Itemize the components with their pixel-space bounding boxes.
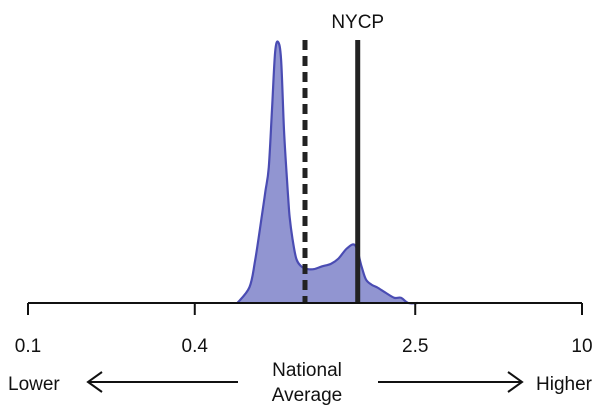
national-average-label-line2: Average xyxy=(272,385,342,406)
lower-label: Lower xyxy=(8,374,60,395)
national-average-label-line1: National xyxy=(272,360,342,381)
x-tick-label-0: 0.1 xyxy=(15,336,41,357)
higher-arrow xyxy=(378,371,524,393)
x-tick-label-1: 0.4 xyxy=(182,336,209,357)
x-tick-label-3: 10 xyxy=(571,336,592,357)
lower-arrow xyxy=(86,371,238,393)
nycp-label: NYCP xyxy=(331,12,384,33)
density-line xyxy=(236,40,418,305)
higher-label: Higher xyxy=(536,374,593,395)
x-axis-ticks: 0.1 0.4 2.5 10 xyxy=(15,303,593,357)
x-tick-label-2: 2.5 xyxy=(402,336,428,357)
